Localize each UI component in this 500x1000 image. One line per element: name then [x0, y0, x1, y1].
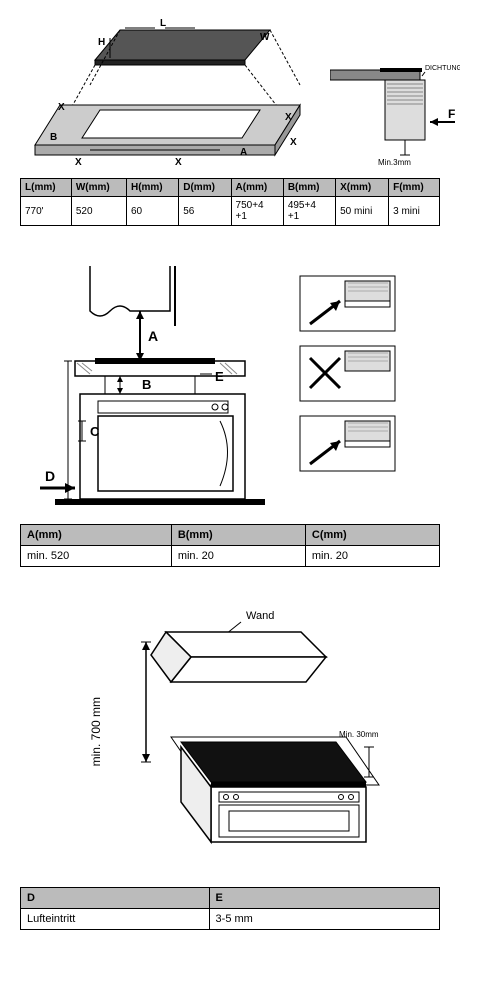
section-cabinet-install: A B E — [20, 266, 480, 567]
th: E — [209, 888, 439, 909]
lbl-D2: D — [45, 468, 55, 484]
lbl-E2: E — [215, 369, 224, 384]
th: B(mm) — [171, 525, 305, 546]
td: 495+4 +1 — [283, 197, 335, 226]
diagram-cabinet-side: A B E — [20, 266, 280, 516]
td: min. 20 — [305, 546, 439, 567]
th: H(mm) — [126, 179, 178, 197]
diagram-seal-detail: DICHTUNG F Min.3mm — [330, 40, 460, 170]
lbl-wand: Wand — [246, 610, 274, 622]
lbl-C2: C — [90, 424, 100, 439]
lbl-X4: X — [290, 137, 297, 148]
lbl-min3: Min.3mm — [378, 158, 411, 167]
lbl-X1: X — [75, 157, 82, 168]
th: W(mm) — [71, 179, 126, 197]
td: 56 — [179, 197, 231, 226]
table-dimensions-2: A(mm) B(mm) C(mm) min. 520 min. 20 min. … — [20, 524, 440, 567]
td: Lufteintritt — [21, 909, 210, 930]
th: X(mm) — [336, 179, 389, 197]
th: D(mm) — [179, 179, 231, 197]
lbl-L: L — [160, 18, 166, 29]
lbl-min30: Min. 30mm — [339, 730, 379, 739]
td: 60 — [126, 197, 178, 226]
th: B(mm) — [283, 179, 335, 197]
lbl-B2: B — [142, 377, 151, 392]
lbl-F: F — [448, 107, 455, 121]
td: 3-5 mm — [209, 909, 439, 930]
lbl-X3: X — [285, 112, 292, 123]
lbl-B: B — [50, 132, 57, 143]
lbl-W: W — [260, 32, 270, 43]
td: min. 520 — [21, 546, 172, 567]
diagram-cooktop-cutout: L W H B A X X X X X — [20, 10, 320, 170]
lbl-X5: X — [58, 102, 65, 113]
th: C(mm) — [305, 525, 439, 546]
th: F(mm) — [389, 179, 440, 197]
lbl-dichtung: DICHTUNG — [425, 65, 460, 72]
lbl-H: H — [98, 37, 105, 48]
lbl-X2: X — [175, 157, 182, 168]
section-cutout-dimensions: L W H B A X X X X X — [20, 10, 480, 226]
td: 3 mini — [389, 197, 440, 226]
td: 50 mini — [336, 197, 389, 226]
th: L(mm) — [21, 179, 72, 197]
section-wall-clearance: min. 700 mm Wand Min. 30mm — [20, 607, 480, 930]
td: 750+4 +1 — [231, 197, 283, 226]
diagram-install-methods — [290, 266, 410, 486]
th: A(mm) — [21, 525, 172, 546]
td: 520 — [71, 197, 126, 226]
diagram-wall-clearance: Wand Min. 30mm — [111, 607, 411, 857]
td: min. 20 — [171, 546, 305, 567]
lbl-min700: min. 700 mm — [89, 697, 103, 766]
th: D — [21, 888, 210, 909]
table-dimensions-3: D E Lufteintritt 3-5 mm — [20, 887, 440, 930]
lbl-A2: A — [148, 328, 158, 344]
table-dimensions-1: L(mm) W(mm) H(mm) D(mm) A(mm) B(mm) X(mm… — [20, 178, 440, 226]
th: A(mm) — [231, 179, 283, 197]
td: 770' — [21, 197, 72, 226]
lbl-A: A — [240, 147, 247, 158]
